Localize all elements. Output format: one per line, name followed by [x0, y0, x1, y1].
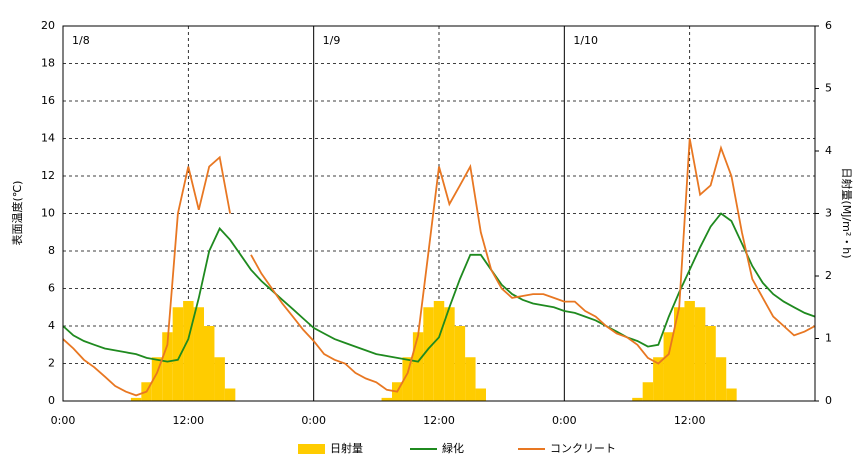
y2-tick-label: 2 [825, 269, 832, 282]
series-line [62, 138, 816, 397]
solar-bar [162, 332, 173, 401]
y-tick-label: 4 [48, 319, 55, 332]
y2-tick-label: 3 [825, 207, 832, 220]
solar-bar [715, 357, 727, 401]
solar-bar [224, 388, 236, 401]
plot-frame [62, 25, 816, 402]
solar-bar [151, 357, 163, 401]
series-line [62, 212, 816, 363]
solar-bar [465, 357, 476, 401]
solar-bar [632, 397, 643, 401]
solar-bar [402, 357, 413, 401]
y-tick-label: 0 [48, 394, 55, 407]
y-axis-label: 表面温度(℃) [10, 181, 24, 246]
date-annotation: 1/8 [72, 34, 90, 47]
y-tick-label: 20 [41, 19, 55, 32]
y-tick-label: 8 [48, 244, 55, 257]
solar-bar [726, 388, 737, 401]
x-tick-label: 0:00 [51, 414, 76, 427]
solar-bar [193, 307, 204, 401]
x-tick-label: 0:00 [301, 414, 326, 427]
legend-label: コンクリート [550, 442, 616, 455]
legend-label: 緑化 [442, 441, 464, 455]
solar-bar [694, 307, 706, 401]
y2-tick-label: 1 [825, 332, 832, 345]
legend-label: 日射量 [330, 441, 363, 455]
solar-bar [674, 307, 685, 401]
date-annotation: 1/9 [323, 34, 341, 47]
y2-axis-label: 日射量(MJ/m²・h) [840, 167, 854, 258]
date-annotation: 1/10 [573, 34, 598, 47]
solar-bar [412, 332, 424, 401]
data [62, 138, 816, 401]
solar-bar [381, 397, 392, 401]
y2-tick-label: 4 [825, 144, 832, 157]
solar-bar [684, 301, 695, 401]
solar-bar [214, 357, 225, 401]
solar-bar [444, 307, 455, 401]
y-tick-label: 10 [41, 207, 55, 220]
y-tick-label: 6 [48, 282, 55, 295]
x-tick-label: 0:00 [552, 414, 577, 427]
y2-tick-label: 5 [825, 82, 832, 95]
x-tick-label: 12:00 [172, 414, 204, 427]
y2-tick-label: 6 [825, 19, 832, 32]
solar-bar [183, 301, 194, 401]
solar-bar [204, 326, 215, 401]
legend-item: 緑化 [410, 441, 464, 455]
y-tick-label: 14 [41, 132, 55, 145]
solar-bar [653, 357, 664, 401]
y-tick-label: 12 [41, 169, 55, 182]
legend-item: コンクリート [518, 442, 616, 455]
solar-bar [454, 326, 466, 401]
legend-swatch [298, 444, 325, 454]
y-tick-label: 16 [41, 94, 55, 107]
solar-bar [433, 301, 445, 401]
y-tick-label: 18 [41, 57, 55, 70]
solar-bar [642, 382, 654, 401]
solar-bar [172, 307, 184, 401]
y2-tick-label: 0 [825, 394, 832, 407]
solar-bar [130, 397, 142, 401]
solar-bar [705, 326, 716, 401]
solar-bar [475, 388, 486, 401]
legend-item: 日射量 [298, 441, 363, 455]
solar-bar [423, 307, 434, 401]
y-tick-label: 2 [48, 357, 55, 370]
x-tick-label: 12:00 [674, 414, 706, 427]
solar-bar [663, 332, 674, 401]
x-tick-label: 12:00 [423, 414, 455, 427]
